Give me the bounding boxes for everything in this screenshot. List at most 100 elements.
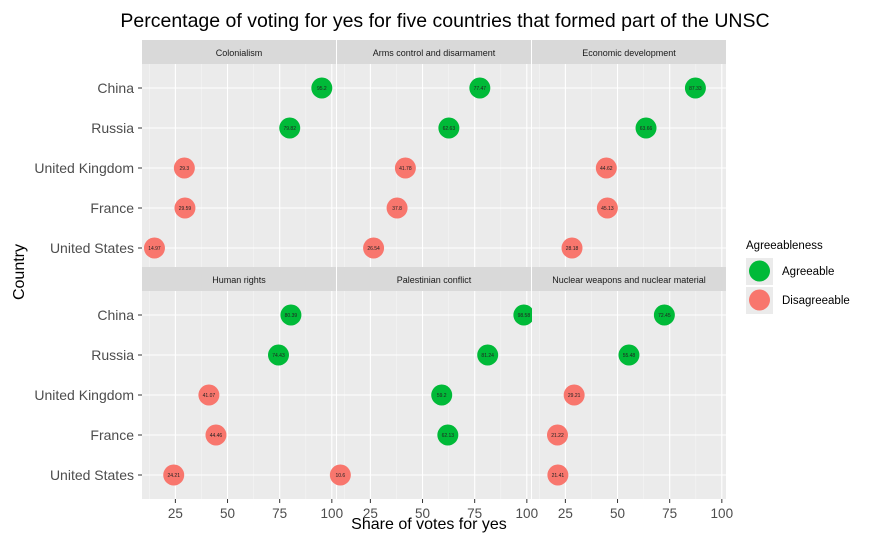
- y-tick-label-russia: Russia: [91, 347, 134, 363]
- data-label-china: 80.39: [285, 313, 298, 319]
- x-tick-label: 100: [516, 506, 539, 521]
- legend-title: Agreeableness: [746, 240, 823, 252]
- facet-panel-human-rights: Human rights 80.39 74.43 41.07 44.46 24.21: [142, 267, 336, 499]
- data-point-china: [469, 77, 491, 99]
- facet-strip-label: Nuclear weapons and nuclear material: [552, 275, 706, 285]
- data-label-united-states: 14.97: [148, 246, 161, 252]
- data-label-russia: 74.43: [272, 353, 285, 359]
- data-label-united-kingdom: 29.21: [568, 393, 581, 399]
- data-point-united-states: [547, 464, 569, 486]
- data-label-united-states: 28.18: [566, 246, 579, 252]
- facet-strip-label: Arms control and disarmament: [373, 48, 496, 58]
- facet-strip: [142, 40, 336, 64]
- x-tick-label: 100: [711, 506, 734, 521]
- facet-strip: [337, 267, 531, 291]
- data-point-china: [513, 304, 535, 326]
- data-label-united-kingdom: 59.2: [437, 393, 447, 399]
- data-label-united-kingdom: 29.3: [179, 166, 189, 172]
- data-point-united-kingdom: [198, 384, 220, 406]
- data-point-united-kingdom: [394, 157, 416, 179]
- facet-strip-label: Human rights: [212, 275, 266, 285]
- y-tick-label-united-kingdom: United Kingdom: [34, 160, 134, 176]
- data-point-france: [596, 197, 618, 219]
- data-label-russia: 81.24: [481, 353, 494, 359]
- data-point-united-states: [363, 237, 385, 259]
- x-tick-label: 75: [662, 506, 677, 521]
- data-label-russia: 55.48: [623, 353, 636, 359]
- data-point-france: [386, 197, 408, 219]
- y-tick-label-united-states: United States: [50, 240, 134, 256]
- y-axis-title: Country: [11, 244, 28, 300]
- legend-label-disagreeable: Disagreeable: [782, 295, 850, 307]
- facet-strip-label: Palestinian conflict: [397, 275, 472, 285]
- data-point-russia: [618, 344, 640, 366]
- y-tick-label-china: China: [97, 307, 134, 323]
- data-point-china: [653, 304, 675, 326]
- data-point-russia: [279, 117, 301, 139]
- y-tick-label-france: France: [90, 200, 134, 216]
- facet-strip: [337, 40, 531, 64]
- y-tick-label-united-kingdom: United Kingdom: [34, 387, 134, 403]
- data-label-china: 77.47: [474, 86, 487, 92]
- data-label-united-states: 26.54: [367, 246, 380, 252]
- x-tick-label: 100: [321, 506, 344, 521]
- facet-strip-label: Economic development: [582, 48, 676, 58]
- data-point-china: [280, 304, 302, 326]
- facet-panel-economic-development: Economic development 87.33 63.66 44.62 45.13…: [532, 40, 726, 272]
- data-label-france: 45.13: [601, 206, 614, 212]
- x-tick-label: 50: [415, 506, 430, 521]
- y-tick-label-china: China: [97, 80, 134, 96]
- facet-strip-label: Colonialism: [216, 48, 263, 58]
- data-label-france: 21.22: [551, 433, 564, 439]
- data-label-france: 37.8: [392, 206, 402, 212]
- legend-label-agreeable: Agreeable: [782, 266, 834, 278]
- legend: Agreeableness Agreeable Disagreeable: [746, 240, 850, 314]
- y-tick-label-united-states: United States: [50, 467, 134, 483]
- legend-key-disagreeable: [749, 289, 770, 311]
- x-tick-label: 50: [610, 506, 625, 521]
- facet-strip: [532, 40, 726, 64]
- facet-strip: [532, 267, 726, 291]
- data-point-united-kingdom: [595, 157, 617, 179]
- data-point-france: [205, 424, 227, 446]
- data-point-china: [311, 77, 333, 99]
- data-point-china: [684, 77, 706, 99]
- legend-key-agreeable: [749, 260, 770, 282]
- data-point-united-states: [561, 237, 583, 259]
- data-point-united-kingdom: [431, 384, 453, 406]
- x-tick-label: 75: [467, 506, 482, 521]
- facet-panel-palestinian-conflict: Palestinian conflict 98.58 81.24 59.2 62.13 1…: [329, 267, 535, 499]
- x-tick-label: 25: [363, 506, 378, 521]
- data-label-russia: 63.66: [640, 126, 653, 132]
- data-label-united-states: 21.41: [552, 473, 565, 479]
- data-label-united-kingdom: 41.78: [399, 166, 412, 172]
- data-label-china: 72.45: [658, 313, 671, 319]
- data-point-united-states: [143, 237, 165, 259]
- data-label-united-states: 24.21: [167, 473, 180, 479]
- facet-panel-colonialism: Colonialism 95.2 79.82 29.3 29.59 14.97: [142, 40, 336, 272]
- data-label-france: 62.13: [442, 433, 455, 439]
- x-axis-title: Share of votes for yes: [351, 516, 507, 533]
- facet-panel-arms-control-and-disarmament: Arms control and disarmament 77.47 62.63 41…: [337, 40, 531, 272]
- x-tick-label: 75: [272, 506, 287, 521]
- data-label-united-kingdom: 44.62: [600, 166, 613, 172]
- facet-panel-nuclear-weapons-and-nuclear-material: Nuclear weapons and nuclear material 72.4…: [532, 267, 726, 499]
- data-point-united-kingdom: [173, 157, 195, 179]
- chart-title: Percentage of voting for yes for five co…: [120, 10, 769, 32]
- data-label-russia: 62.63: [443, 126, 456, 132]
- x-tick-label: 25: [558, 506, 573, 521]
- data-label-china: 95.2: [317, 86, 327, 92]
- data-label-united-states: 10.6: [335, 473, 345, 479]
- data-label-france: 44.46: [210, 433, 223, 439]
- data-point-russia: [635, 117, 657, 139]
- data-point-united-states: [329, 464, 351, 486]
- data-point-russia: [477, 344, 499, 366]
- data-point-united-kingdom: [563, 384, 585, 406]
- y-tick-label-russia: Russia: [91, 120, 134, 136]
- data-label-china: 98.58: [518, 313, 531, 319]
- data-label-china: 87.33: [689, 86, 702, 92]
- data-point-russia: [438, 117, 460, 139]
- y-tick-label-france: France: [90, 427, 134, 443]
